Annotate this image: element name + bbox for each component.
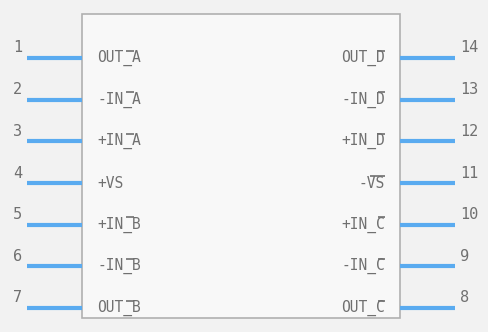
Text: 13: 13 bbox=[460, 82, 478, 97]
Text: -IN_B: -IN_B bbox=[97, 258, 141, 275]
Text: OUT_A: OUT_A bbox=[97, 50, 141, 66]
Text: OUT_B: OUT_B bbox=[97, 300, 141, 316]
Text: 7: 7 bbox=[13, 290, 22, 305]
Text: 4: 4 bbox=[13, 165, 22, 181]
Text: 8: 8 bbox=[460, 290, 469, 305]
Text: -IN_D: -IN_D bbox=[341, 92, 385, 108]
Text: 2: 2 bbox=[13, 82, 22, 97]
Text: 12: 12 bbox=[460, 124, 478, 139]
Text: 14: 14 bbox=[460, 41, 478, 55]
Text: +VS: +VS bbox=[97, 176, 123, 191]
Text: OUT_D: OUT_D bbox=[341, 50, 385, 66]
Text: -IN_C: -IN_C bbox=[341, 258, 385, 275]
Text: OUT_C: OUT_C bbox=[341, 300, 385, 316]
Text: +IN_A: +IN_A bbox=[97, 133, 141, 149]
Text: 6: 6 bbox=[13, 249, 22, 264]
Text: +IN_D: +IN_D bbox=[341, 133, 385, 149]
Text: -IN_A: -IN_A bbox=[97, 92, 141, 108]
Bar bbox=[82, 14, 400, 318]
Text: -VS: -VS bbox=[359, 176, 385, 191]
Text: 11: 11 bbox=[460, 165, 478, 181]
Text: 3: 3 bbox=[13, 124, 22, 139]
Text: 10: 10 bbox=[460, 207, 478, 222]
Text: 5: 5 bbox=[13, 207, 22, 222]
Text: +IN_C: +IN_C bbox=[341, 216, 385, 233]
Text: 1: 1 bbox=[13, 41, 22, 55]
Text: 9: 9 bbox=[460, 249, 469, 264]
Text: +IN_B: +IN_B bbox=[97, 216, 141, 233]
